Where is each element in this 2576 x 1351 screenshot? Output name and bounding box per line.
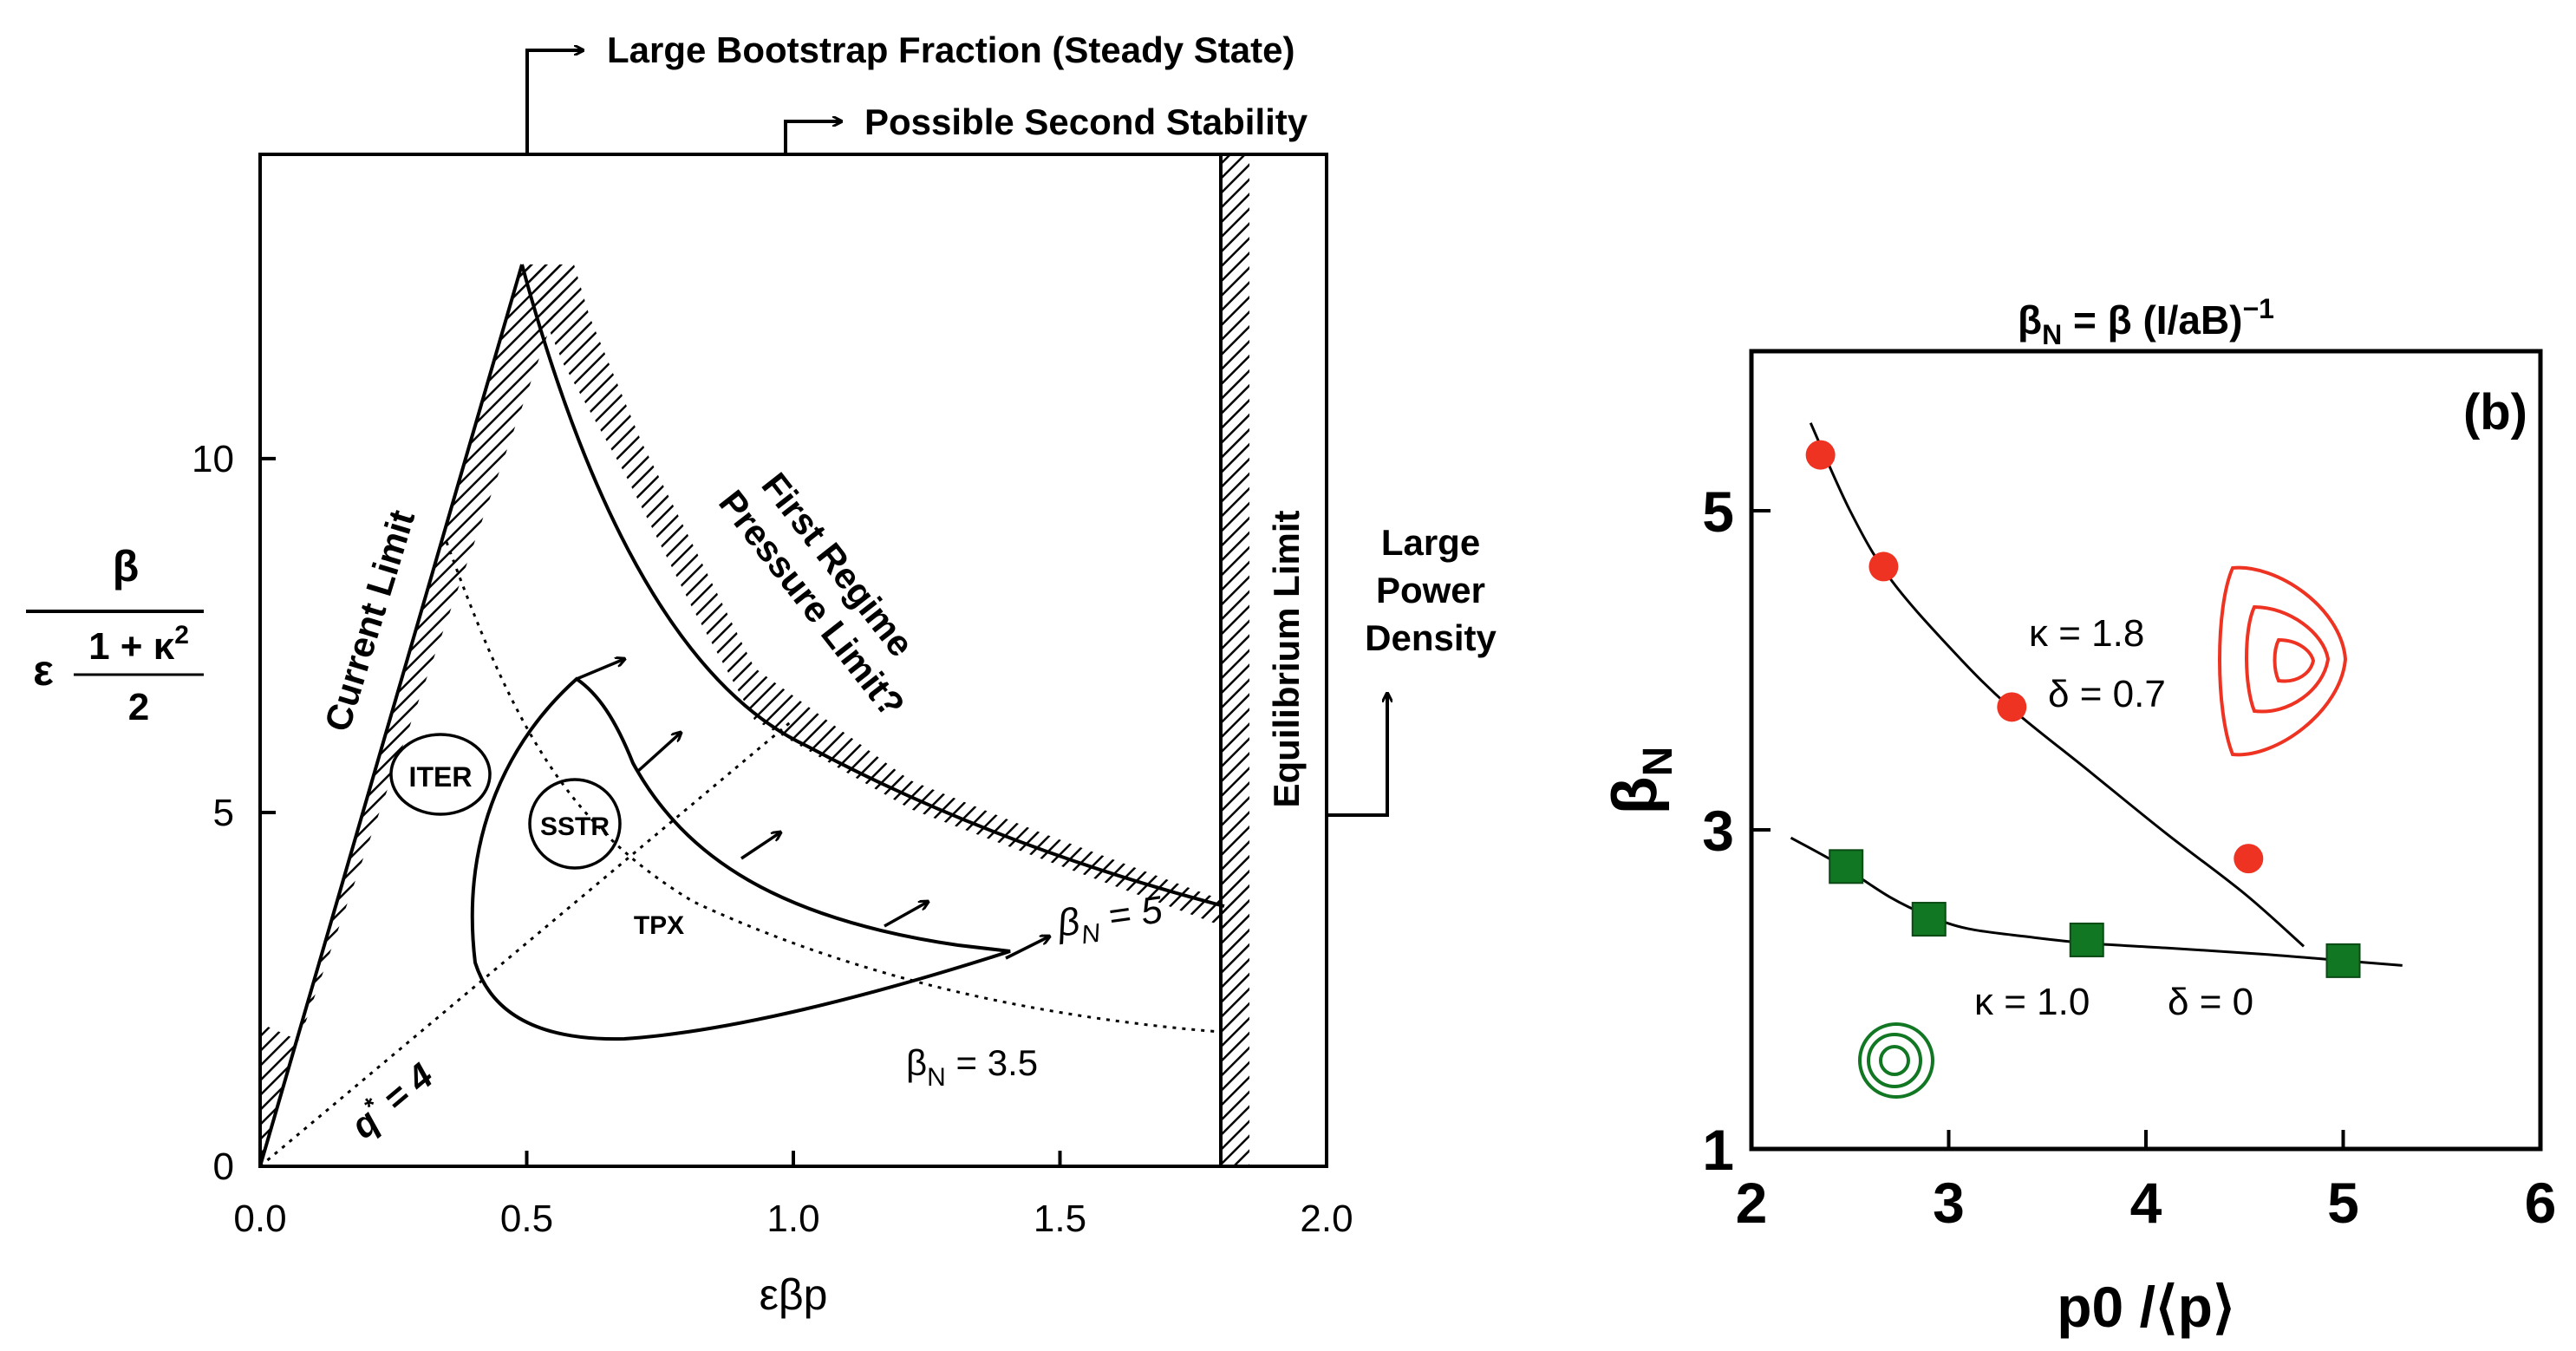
dshaped-flux-surface-icon: [2218, 565, 2348, 757]
green-data-point: [1829, 849, 1864, 884]
green-data-point: [2069, 922, 2104, 957]
green-delta-label: δ = 0: [2168, 981, 2253, 1023]
power-density-arrow: [1327, 694, 1387, 817]
q-star-4-line: [259, 718, 794, 1168]
pressure-limit-hatch: [522, 264, 1227, 928]
path-arrow-4: [884, 902, 928, 928]
green-data-point: [2325, 943, 2361, 978]
path-arrow-5: [1005, 937, 1049, 960]
beta-n-3.5-curve: [445, 541, 1222, 1034]
left-axis-ticks: 0.0 0.5 1.0 1.5 2.0 0 5 10: [192, 438, 1353, 1240]
beta-n-3.5-label: βN = 3.5: [906, 1042, 1038, 1092]
power-density-line-1: Large: [1381, 522, 1480, 563]
q-star-label: q* = 4: [342, 1053, 441, 1146]
sstr-label: SSTR: [540, 813, 610, 841]
equilibrium-limit-hatch: [1221, 154, 1249, 1166]
left-x-axis-label: εβp: [760, 1270, 828, 1319]
red-data-point: [1868, 551, 1899, 582]
left-x-tick-label: 2.0: [1300, 1198, 1353, 1240]
right-x-axis-label: p0 /⟨p⟩: [2057, 1275, 2235, 1339]
left-x-tick-label: 0.5: [500, 1198, 553, 1240]
tpx-label: TPX: [634, 911, 684, 940]
path-arrow-2: [636, 733, 681, 773]
bootstrap-arrow: [525, 50, 583, 154]
left-y-label-frac-den: 2: [128, 686, 149, 728]
right-chart: βN = β (I/aB)−1 (b) βN p0 /⟨p⟩ 2 3 4 5 6135 …: [1601, 293, 2556, 1339]
right-y-axis-label: βN: [1601, 747, 1681, 815]
left-y-label-epsilon: ε: [33, 646, 54, 695]
left-y-tick-label: 10: [192, 438, 234, 480]
path-arrow-3: [740, 832, 780, 860]
path-arrow-1: [576, 659, 624, 681]
left-y-tick-label: 5: [213, 792, 234, 834]
red-delta-label: δ = 0.7: [2048, 673, 2166, 715]
red-data-point: [2234, 844, 2264, 874]
right-x-tick-label: 3: [1933, 1171, 1965, 1235]
current-limit-line: [258, 264, 524, 1167]
current-limit-hatch: [260, 264, 572, 1166]
right-title: βN = β (I/aB)−1: [2018, 293, 2274, 350]
right-x-tick-label: 2: [1736, 1171, 1768, 1235]
green-kappa-label: κ = 1.0: [1974, 981, 2090, 1023]
right-x-tick-label: 4: [2130, 1171, 2162, 1235]
iter-label: ITER: [409, 761, 473, 793]
right-x-tick-label: 6: [2525, 1171, 2557, 1235]
right-x-tick-label: 5: [2327, 1171, 2359, 1235]
red-data-point: [1997, 692, 2027, 722]
red-data-point: [1805, 440, 1836, 470]
second-stability-label: Possible Second Stability: [864, 101, 1308, 142]
green-data-point: [1911, 902, 1947, 937]
power-density-line-2: Power: [1376, 570, 1485, 610]
sstr-ellipse: [528, 778, 622, 870]
circular-flux-surface-icon: [1858, 1022, 1934, 1099]
left-chart: ITER SSTR TPX Current Limit First Regime…: [26, 29, 1497, 1319]
operating-path: [470, 676, 1011, 1041]
bootstrap-label: Large Bootstrap Fraction (Steady State): [607, 29, 1295, 70]
red-kappa-label: κ = 1.8: [2029, 612, 2144, 655]
left-y-tick-label: 0: [213, 1145, 234, 1188]
pressure-limit-curve: [520, 264, 1225, 908]
left-x-tick-label: 1.0: [766, 1198, 819, 1240]
left-y-label-frac-num: 1 + κ2: [88, 621, 189, 668]
second-stability-arrow: [784, 121, 841, 154]
left-x-tick-label: 0.0: [233, 1198, 286, 1240]
right-y-tick-label: 5: [1702, 480, 1734, 544]
iter-ellipse: [389, 733, 492, 816]
right-y-tick-label: 1: [1702, 1118, 1734, 1182]
right-axis-ticks: 2 3 4 5 6 1 3 5: [1702, 480, 2556, 1235]
panel-label-b: (b): [2463, 384, 2527, 441]
equilibrium-limit-label: Equilibrium Limit: [1266, 510, 1307, 807]
left-x-tick-label: 1.5: [1034, 1198, 1086, 1240]
beta-n-5-label: βN = 5: [1053, 888, 1167, 953]
series-1-fit-line: [1790, 836, 2403, 967]
power-density-line-3: Density: [1365, 617, 1497, 658]
right-series: [1790, 422, 2403, 978]
right-plot-frame: [1749, 349, 2543, 1152]
right-y-tick-label: 3: [1702, 799, 1734, 863]
left-y-label-beta: β: [113, 542, 140, 591]
